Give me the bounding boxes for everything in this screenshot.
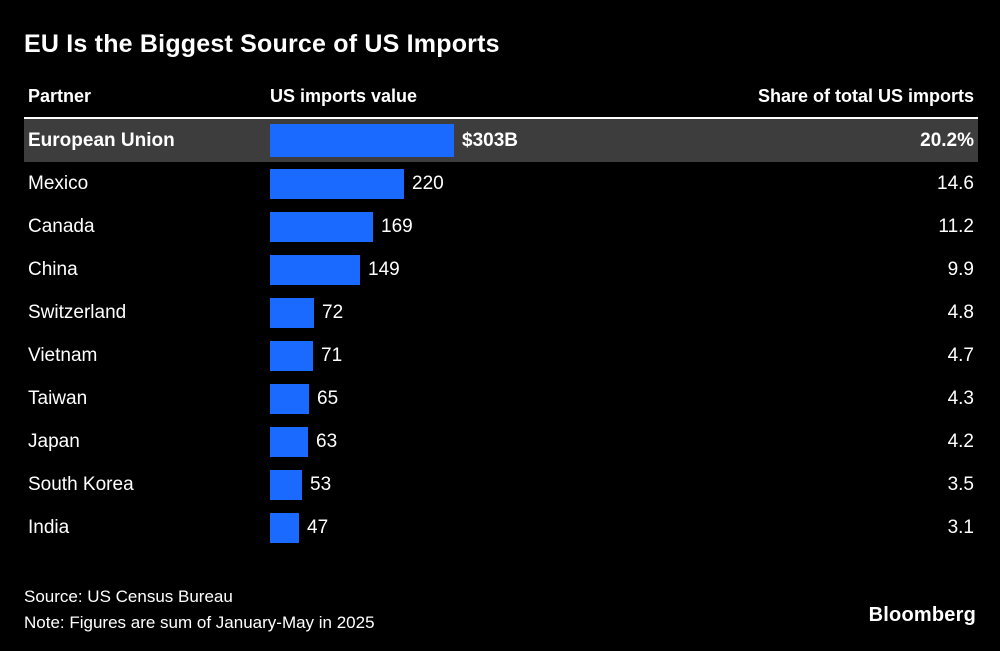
partner-label: Japan bbox=[28, 430, 80, 452]
bar-cell: 169 bbox=[270, 205, 694, 248]
table-row: Taiwan 65 4.3 bbox=[24, 377, 978, 420]
bar-cell: 53 bbox=[270, 463, 694, 506]
share-label: 11.2 bbox=[938, 215, 974, 237]
value-label: 220 bbox=[412, 172, 444, 194]
value-label: 149 bbox=[368, 258, 400, 280]
value-label: 65 bbox=[317, 387, 339, 409]
bar-rows: European Union $303B 20.2% Mexico 220 14… bbox=[24, 119, 978, 549]
bar-cell: 149 bbox=[270, 248, 694, 291]
partner-label: European Union bbox=[28, 129, 175, 151]
partner-label: China bbox=[28, 258, 78, 280]
partner-label: Taiwan bbox=[28, 387, 88, 409]
bloomberg-logo: Bloomberg bbox=[868, 604, 976, 626]
column-header-value: US imports value bbox=[270, 86, 418, 106]
import-value-bar bbox=[270, 340, 313, 371]
column-header-share: Share of total US imports bbox=[757, 86, 974, 106]
partner-label: Switzerland bbox=[28, 301, 127, 323]
footer-notes: Source: US Census Bureau Note: Figures a… bbox=[24, 584, 375, 635]
import-value-bar bbox=[270, 168, 404, 199]
value-label: 47 bbox=[307, 516, 329, 538]
share-label: 4.7 bbox=[947, 344, 974, 366]
bar-cell: $303B bbox=[270, 119, 694, 162]
partner-label: India bbox=[28, 516, 70, 538]
share-label: 3.5 bbox=[947, 473, 974, 495]
table-row: European Union $303B 20.2% bbox=[24, 119, 978, 162]
bar-cell: 72 bbox=[270, 291, 694, 334]
table-row: Vietnam 71 4.7 bbox=[24, 334, 978, 377]
bar-cell: 63 bbox=[270, 420, 694, 463]
share-label: 4.3 bbox=[947, 387, 974, 409]
table-row: Canada 169 11.2 bbox=[24, 205, 978, 248]
import-value-bar bbox=[270, 512, 299, 543]
column-header-partner: Partner bbox=[28, 86, 92, 106]
column-header-row: Partner US imports value Share of total … bbox=[24, 86, 978, 119]
value-label: 169 bbox=[381, 215, 413, 237]
bar-cell: 65 bbox=[270, 377, 694, 420]
partner-label: Mexico bbox=[28, 172, 89, 194]
share-label: 4.2 bbox=[947, 430, 974, 452]
share-label: 14.6 bbox=[937, 172, 974, 194]
table-row: Switzerland 72 4.8 bbox=[24, 291, 978, 334]
table-row: South Korea 53 3.5 bbox=[24, 463, 978, 506]
import-value-bar bbox=[270, 211, 373, 242]
table-row: India 47 3.1 bbox=[24, 506, 978, 549]
chart-title: EU Is the Biggest Source of US Imports bbox=[24, 30, 500, 58]
value-label: 53 bbox=[310, 473, 332, 495]
import-value-bar bbox=[270, 469, 302, 500]
source-note: Source: US Census Bureau bbox=[24, 587, 233, 606]
import-value-bar bbox=[270, 297, 314, 328]
import-value-bar bbox=[270, 426, 308, 457]
methodology-note: Note: Figures are sum of January-May in … bbox=[24, 612, 375, 632]
value-label: 63 bbox=[316, 430, 338, 452]
table-row: Japan 63 4.2 bbox=[24, 420, 978, 463]
table-row: China 149 9.9 bbox=[24, 248, 978, 291]
partner-label: Canada bbox=[28, 215, 95, 237]
bar-cell: 220 bbox=[270, 162, 694, 205]
value-label: 71 bbox=[321, 344, 343, 366]
share-label: 9.9 bbox=[947, 258, 974, 280]
share-label: 4.8 bbox=[947, 301, 974, 323]
share-label: 3.1 bbox=[947, 516, 974, 538]
import-value-bar bbox=[270, 254, 360, 285]
bar-cell: 47 bbox=[270, 506, 694, 549]
partner-label: South Korea bbox=[28, 473, 134, 495]
value-label: $303B bbox=[462, 129, 518, 151]
import-value-bar bbox=[270, 383, 309, 414]
import-value-bar bbox=[270, 124, 454, 157]
value-label: 72 bbox=[322, 301, 344, 323]
share-label: 20.2% bbox=[920, 129, 974, 151]
partner-label: Vietnam bbox=[28, 344, 98, 366]
table-row: Mexico 220 14.6 bbox=[24, 162, 978, 205]
bar-cell: 71 bbox=[270, 334, 694, 377]
